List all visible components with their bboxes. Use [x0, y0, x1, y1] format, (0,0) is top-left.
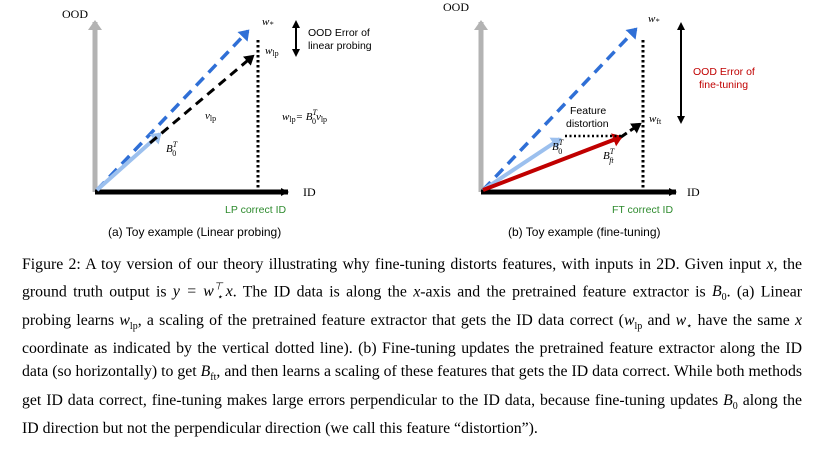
panel-a-w-star-label: w*: [262, 16, 273, 29]
panel-a-v-lp-label: vlp: [205, 110, 216, 123]
panel-b-b0-label: BT 0: [552, 138, 564, 156]
panel-a-ood-error-line2: linear probing: [308, 40, 372, 52]
panel-b-w-star-vector: [481, 27, 638, 192]
figure-caption: Figure 2: A toy version of our theory il…: [22, 254, 802, 441]
panel-a-w-lp-label: wlp: [265, 45, 279, 58]
figure-panels: OOD ID w* wlp vlp BT 0 OOD Error of linea…: [62, 0, 755, 239]
caption-math-bft: Bft: [200, 362, 217, 384]
caption-text: -axis and the pretrained feature extract…: [420, 282, 712, 300]
panel-a-ood-label: OOD: [62, 7, 88, 21]
caption-math-wlp: wlp: [119, 311, 138, 332]
caption-math-b0: B0: [711, 282, 727, 304]
caption-text: , and then learns a scaling of these fea…: [22, 362, 802, 409]
panel-a-correct-label: LP correct ID: [225, 204, 286, 216]
caption-text: coordinate as indicated by the vertical …: [22, 340, 802, 380]
panel-b-title: (b) Toy example (fine-tuning): [508, 225, 661, 239]
panel-a-equation: wlp= BT 0vlp: [282, 108, 327, 126]
panel-a-w-lp-vector: [149, 54, 255, 145]
panel-a-title: (a) Toy example (Linear probing): [108, 225, 281, 239]
panel-b-feature-line2: distortion: [566, 118, 609, 130]
caption-text: have the same: [692, 311, 795, 329]
caption-math-y: y = w⊤⋆ x: [172, 281, 233, 304]
caption-math-wlp: wlp: [623, 311, 643, 332]
caption-text: along the ID direction but not the perpe…: [22, 391, 802, 438]
panel-a-b0-label: BT 0: [166, 140, 178, 158]
caption-math-x: x: [766, 256, 774, 273]
caption-text: , the ground truth output is: [22, 256, 802, 300]
caption-math-x: x: [413, 282, 421, 300]
caption-math-wstar: w⋆: [675, 311, 693, 332]
panel-b-ood-label: OOD: [443, 0, 469, 14]
panel-b-bft-label: BT ft: [603, 147, 615, 165]
panel-a-w-star-vector: [95, 29, 250, 192]
caption-text: . (a) Linear probing learns: [22, 282, 803, 329]
panel-b-w-ft-vector: [620, 122, 642, 139]
caption-text: , a scaling of the pretrained feature ex…: [137, 311, 624, 329]
panel-a-id-label: ID: [303, 185, 316, 199]
caption-math-x: x: [795, 311, 803, 329]
panel-b-b0-vector: [481, 137, 562, 192]
panel-b-ood-error-line2: fine-tuning: [699, 79, 748, 91]
caption-text: Figure 2: A toy version of our theory il…: [22, 256, 767, 273]
panel-b-feature-line1: Feature: [570, 105, 606, 117]
panel-b-bft-vector: [482, 133, 623, 192]
panel-b-correct-label: FT correct ID: [612, 204, 673, 216]
caption-math-b0: B0: [723, 391, 738, 412]
panel-a: OOD ID w* wlp vlp BT 0 OOD Error of linea…: [62, 7, 372, 239]
caption-text: . The ID data is along the: [232, 282, 414, 300]
panel-b-id-label: ID: [687, 185, 700, 199]
panel-b: OOD ID w* wft Feature distortion BT 0 BT f…: [443, 0, 755, 239]
panel-a-b0-vector: [95, 132, 162, 192]
panel-b-w-ft-label: wft: [649, 113, 662, 126]
panel-a-ood-error-line1: OOD Error of: [308, 27, 370, 39]
panel-b-ood-error-line1: OOD Error of: [693, 66, 755, 78]
panel-b-w-star-label: w*: [648, 13, 659, 26]
caption-text: and: [642, 311, 676, 329]
